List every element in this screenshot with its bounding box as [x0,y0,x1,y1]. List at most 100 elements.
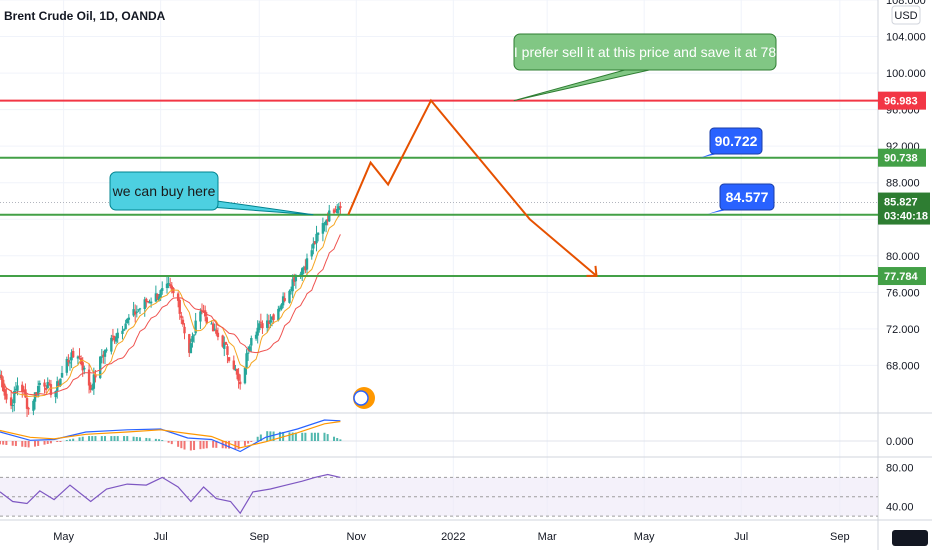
macd-histogram-bar [56,441,59,442]
macd-histogram-bar [304,432,307,441]
macd-histogram-bar [24,441,27,448]
candle-body [11,405,14,407]
sell-callout[interactable] [513,33,777,71]
macd-histogram-bar [81,436,84,441]
macd-histogram-bar [326,434,329,441]
candle-body [221,335,224,347]
candle-body [143,299,146,309]
macd-histogram-bar [266,431,269,441]
candle-body [1,379,5,391]
candle-body [114,337,118,342]
candle-body [211,323,215,332]
candle-body [315,233,318,244]
macd-histogram-bar [256,436,259,441]
candle-body [269,320,272,323]
macd-histogram-bar [161,440,164,442]
macd-histogram-bar [148,438,151,441]
candle-body [301,268,304,276]
candle-body [91,388,94,390]
candle-body [281,296,285,306]
currency-button[interactable] [891,5,921,25]
candle-body [203,310,207,317]
macd-histogram-bar [212,441,215,448]
y-tick-label: 104.000 [886,32,926,44]
buy-callout[interactable] [109,171,219,211]
candle-body [180,315,183,318]
candle-body [172,287,175,294]
macd-histogram-bar [323,432,326,441]
candle-body [266,320,269,328]
macd-histogram-bar [49,441,52,444]
candle-body [156,293,159,300]
candle-body [137,309,140,311]
macd-histogram-bar [37,441,40,446]
x-tick-label: May [53,531,74,543]
candle-body [127,317,131,320]
candle-body [124,323,127,330]
x-tick-label: Jul [154,531,168,543]
sell-callout-text: I prefer sell it at this price and save … [514,44,776,60]
candle-body [71,351,75,358]
macd-histogram-bar [202,441,205,449]
candle-body [277,308,280,321]
candle-body [36,385,40,396]
candle-body [14,388,18,391]
macd-histogram-bar [333,436,336,441]
price-label-callout[interactable] [709,127,763,155]
candle-body [189,343,193,354]
candle-body [339,206,342,208]
candle-body [3,389,6,396]
candle-body [224,341,228,345]
macd-histogram-bar [65,440,68,442]
candle-body [280,304,283,310]
current-price-text: 85.827 [884,197,918,209]
candle-body [157,296,161,301]
candle-body [227,357,231,361]
candle-body [181,319,185,325]
x-tick-label: Sep [830,531,850,543]
candle-body [135,311,138,313]
candle-body [92,374,96,389]
rsi-tick-label: 80.00 [886,463,914,475]
candle-body [191,336,194,342]
candle-body [216,332,220,338]
candle-body [87,369,91,386]
macd-histogram-bar [167,441,170,443]
candle-body [22,390,26,392]
macd-histogram-bar [94,436,97,441]
macd-histogram-bar [123,436,126,441]
price-tag [878,267,926,286]
macd-histogram-bar [88,436,91,441]
candle-body [126,318,129,324]
price-label-callout[interactable] [719,183,775,211]
macd-histogram-bar [27,441,30,448]
macd-histogram-bar [272,431,275,441]
candle-body [32,400,35,411]
candle-body [312,243,315,249]
rsi-tick-label: 40.00 [886,501,914,513]
candle-body [148,302,151,304]
candle-body [291,279,294,292]
macd-line [0,419,341,453]
macd-histogram-bar [339,439,342,441]
candle-body [278,307,282,310]
macd-histogram-bar [33,441,36,447]
macd-histogram-bar [21,441,24,447]
candle-body [68,362,72,364]
candle-body [243,367,247,384]
macd-tick-label: 0.000 [886,436,914,448]
projection-path[interactable] [347,98,598,277]
candle-body [54,391,57,398]
candle-body [332,209,336,213]
candle-body [5,393,8,400]
candle-body [289,289,293,291]
macd-histogram-bar [301,432,304,441]
macd-histogram-bar [91,436,94,441]
candle-body [81,362,84,371]
candle-body [132,309,135,316]
candle-body [248,346,251,351]
macd-histogram-bar [138,437,141,441]
candle-body [110,337,113,352]
macd-histogram-bar [278,431,281,441]
